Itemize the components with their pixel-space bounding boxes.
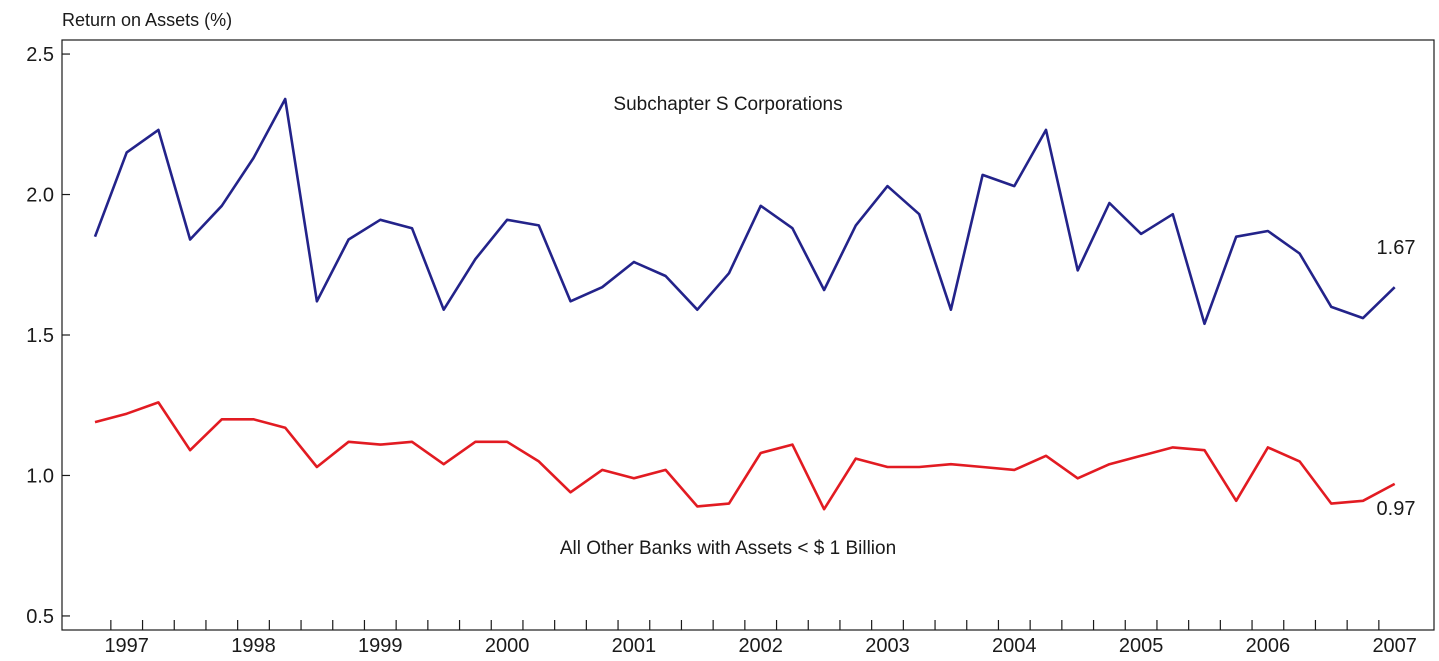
y-tick-label: 1.0 bbox=[26, 465, 54, 487]
x-tick-label: 1997 bbox=[104, 635, 149, 657]
series-label-other-banks: All Other Banks with Assets < $ 1 Billio… bbox=[560, 538, 896, 559]
end-label-other-banks: 0.97 bbox=[1377, 498, 1416, 520]
x-tick-label: 2003 bbox=[865, 635, 910, 657]
y-axis-title: Return on Assets (%) bbox=[62, 10, 232, 30]
x-tick-label: 1999 bbox=[358, 635, 403, 657]
x-tick-label: 2001 bbox=[612, 635, 657, 657]
x-tick-label: 1998 bbox=[231, 635, 276, 657]
y-tick-label: 0.5 bbox=[26, 606, 54, 628]
y-axis: 0.5 1.0 1.5 2.0 2.5 bbox=[26, 44, 70, 628]
y-tick-label: 2.5 bbox=[26, 44, 54, 66]
x-tick-label: 2004 bbox=[992, 635, 1037, 657]
end-label-subchapter-s: 1.67 bbox=[1377, 237, 1416, 259]
x-tick-label: 2007 bbox=[1372, 635, 1417, 657]
x-tick-label: 2005 bbox=[1119, 635, 1164, 657]
x-tick-label: 2006 bbox=[1246, 635, 1291, 657]
x-tick-label: 2002 bbox=[738, 635, 783, 657]
x-tick-label: 2000 bbox=[485, 635, 530, 657]
series-layer bbox=[93, 97, 1396, 511]
y-tick-label: 2.0 bbox=[26, 185, 54, 207]
series-line-other-banks bbox=[94, 401, 1396, 511]
series-label-subchapter-s: Subchapter S Corporations bbox=[613, 94, 842, 115]
x-axis: 1997 1998 1999 2000 2001 2002 2003 2004 2005 2006… bbox=[104, 620, 1417, 657]
series-line-subchapter-s bbox=[93, 97, 1396, 326]
y-tick-label: 1.5 bbox=[26, 325, 54, 347]
